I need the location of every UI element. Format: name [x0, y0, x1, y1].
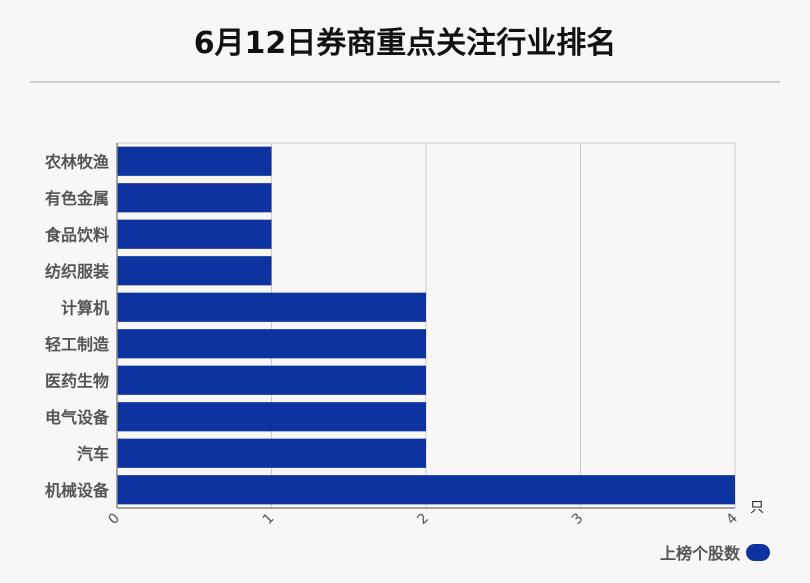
legend-swatch [746, 543, 770, 561]
x-tick-label: 4 [723, 510, 741, 528]
category-label: 食品饮料 [44, 225, 109, 244]
category-label: 电气设备 [45, 408, 110, 427]
bar [117, 438, 426, 468]
bar [117, 256, 272, 286]
bar [117, 292, 426, 322]
title-divider [30, 81, 780, 83]
bar [117, 475, 735, 505]
category-label: 医药生物 [45, 371, 109, 390]
category-label: 有色金属 [45, 189, 109, 208]
x-tick-label: 3 [569, 510, 587, 528]
x-tick-label: 1 [260, 510, 278, 528]
category-label: 纺织服装 [45, 262, 109, 281]
bar [117, 183, 272, 213]
category-label: 轻工制造 [45, 335, 110, 354]
x-tick-label: 0 [105, 510, 123, 528]
legend[interactable]: 上榜个股数 [660, 540, 770, 564]
category-label: 农林牧渔 [44, 152, 109, 171]
bar [117, 365, 426, 395]
legend-label: 上榜个股数 [659, 544, 740, 563]
bar [117, 219, 272, 249]
category-label: 计算机 [61, 298, 109, 317]
bar [117, 402, 426, 432]
bar [117, 329, 426, 359]
bar [117, 146, 272, 176]
x-axis-unit: 只 [750, 500, 764, 516]
x-tick-label: 2 [414, 510, 432, 528]
chart-title: 6月12日券商重点关注行业排名 [193, 26, 617, 61]
category-label: 汽车 [77, 444, 109, 463]
category-label: 机械设备 [45, 481, 110, 500]
